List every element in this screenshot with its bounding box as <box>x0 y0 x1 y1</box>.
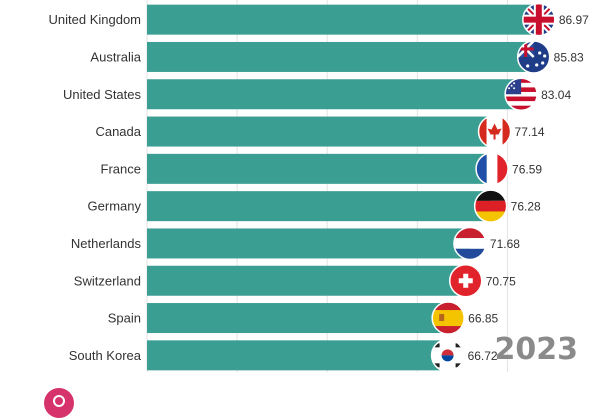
uk-flag-icon <box>522 3 555 36</box>
switzerland-flag-icon <box>449 264 482 297</box>
category-label: United States <box>63 87 142 102</box>
value-label: 71.68 <box>490 237 520 251</box>
category-label: Switzerland <box>74 273 141 288</box>
chart-canvas: United Kingdom 86.97 Australia 85.83 United … <box>49 0 589 373</box>
category-label: Netherlands <box>71 236 142 251</box>
flag-border <box>504 77 538 111</box>
category-label: Australia <box>90 49 141 64</box>
category-label: France <box>101 161 141 176</box>
category-label: United Kingdom <box>49 12 142 27</box>
bar <box>147 41 534 72</box>
value-label: 86.97 <box>559 13 589 27</box>
bar <box>147 265 466 296</box>
netherlands-flag-icon <box>453 227 486 260</box>
spain-flag-icon <box>432 302 465 335</box>
flag-border <box>431 301 465 335</box>
category-label: Germany <box>88 199 142 214</box>
flag-border <box>516 40 551 74</box>
canada-flag-icon <box>478 115 511 148</box>
flag-border <box>477 114 512 149</box>
bar <box>147 79 522 110</box>
germany-flag-icon <box>474 190 507 223</box>
bar <box>147 303 449 334</box>
flag-border <box>475 152 509 186</box>
value-label: 77.14 <box>515 125 545 139</box>
flag-border <box>430 338 465 373</box>
value-label: 66.85 <box>468 312 498 326</box>
value-label: 76.28 <box>511 200 541 214</box>
flag-border <box>453 226 487 261</box>
value-label: 66.72 <box>468 349 498 363</box>
bar <box>147 4 539 35</box>
logo-icon <box>44 388 74 418</box>
category-label: Spain <box>108 311 141 326</box>
bar <box>147 116 495 147</box>
category-label: Canada <box>95 124 141 139</box>
flag-border <box>473 189 508 223</box>
bar-chart: United Kingdom 86.97 Australia 85.83 United … <box>49 0 589 373</box>
value-label: 76.59 <box>512 162 542 176</box>
south-korea-flag-icon <box>431 339 464 372</box>
france-flag-icon <box>476 152 509 185</box>
bar <box>147 153 493 184</box>
value-label: 85.83 <box>554 50 584 64</box>
value-label: 83.04 <box>541 88 571 102</box>
value-label: 70.75 <box>486 274 516 288</box>
flag-border <box>448 264 483 298</box>
bar <box>147 340 448 371</box>
category-label: South Korea <box>69 348 142 363</box>
flag-border <box>522 2 556 37</box>
bar <box>147 228 470 259</box>
bar <box>147 191 491 222</box>
year-label: 2023 <box>494 332 579 367</box>
